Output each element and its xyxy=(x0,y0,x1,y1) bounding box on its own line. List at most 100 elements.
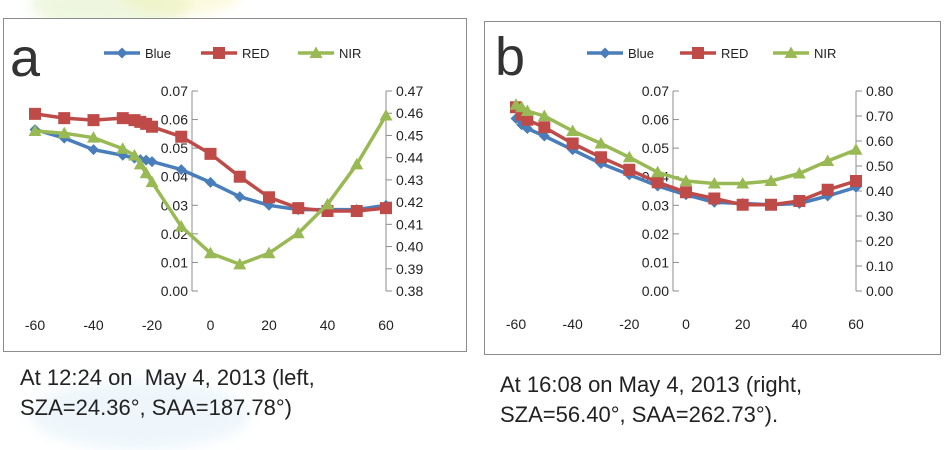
right-y-tick-label: 0.41 xyxy=(396,216,423,232)
legend-marker-blue xyxy=(599,47,611,59)
data-point-blue xyxy=(175,164,187,176)
data-point-nir xyxy=(28,124,42,136)
data-point-nir xyxy=(736,177,750,189)
data-point-nir xyxy=(821,154,835,166)
x-tick-label: -20 xyxy=(619,316,639,332)
chart-panel-a: a 0.00 0.01 0.02 0.03 0.04 0.05 0.06 0.07 0.38 0.… xyxy=(3,18,467,352)
data-point-red xyxy=(821,183,834,196)
data-point-nir xyxy=(566,124,580,136)
data-point-blue xyxy=(205,176,216,188)
x-tick-label: 60 xyxy=(848,316,864,332)
data-point-red xyxy=(29,107,41,120)
series-line-nir xyxy=(34,114,388,267)
right-y-tick-label: 0.45 xyxy=(396,127,423,143)
left-y-tick-label: 0.00 xyxy=(161,283,188,299)
data-point-red xyxy=(538,121,551,134)
x-tick-label: -60 xyxy=(25,317,45,333)
chart-panel-b: b 0.000.010.020.030.040.050.060.070.000.… xyxy=(484,21,941,355)
background-decoration xyxy=(120,0,240,15)
data-point-red xyxy=(793,195,806,207)
data-point-nir xyxy=(204,246,217,259)
series-red xyxy=(29,107,392,217)
data-point-red xyxy=(566,137,579,150)
data-point-nir xyxy=(679,174,693,186)
data-point-nir xyxy=(233,257,247,270)
data-point-nir xyxy=(651,165,665,178)
data-point-nir xyxy=(707,177,721,189)
data-point-red xyxy=(765,198,777,211)
data-point-red xyxy=(708,192,721,205)
data-point-nir xyxy=(520,104,534,116)
data-point-red xyxy=(595,151,607,164)
x-tick-label: -20 xyxy=(142,317,162,333)
data-point-red xyxy=(263,191,275,204)
data-point-red xyxy=(521,113,534,126)
right-y-tick-label: 0.60 xyxy=(866,133,893,149)
data-point-nir xyxy=(537,109,551,121)
data-point-nir xyxy=(764,174,778,186)
data-point-nir xyxy=(174,220,188,232)
data-point-nir xyxy=(139,166,153,179)
right-y-tick-label: 0.20 xyxy=(866,233,893,249)
left-y-tick-label: 0.03 xyxy=(642,197,669,213)
data-point-nir xyxy=(127,148,141,161)
data-point-nir xyxy=(145,175,159,188)
data-point-red xyxy=(204,147,217,160)
series-nir xyxy=(509,98,863,189)
left-y-tick-label: 0.01 xyxy=(642,254,669,270)
right-y-tick-label: 0.39 xyxy=(396,261,423,277)
legend-item-blue: Blue xyxy=(104,46,171,61)
series-red xyxy=(510,101,862,211)
chart-a: 0.000.010.020.030.040.050.060.070.380.39… xyxy=(25,46,424,333)
legend-item-red: RED xyxy=(201,46,269,61)
right-y-tick-label: 0.43 xyxy=(396,172,423,188)
data-point-red xyxy=(292,202,305,215)
chart-b: 0.000.010.020.030.040.050.060.070.000.10… xyxy=(506,46,894,332)
data-point-red xyxy=(623,163,636,176)
legend-label-red: RED xyxy=(721,46,748,61)
right-y-tick-label: 0.30 xyxy=(866,208,893,224)
legend-item-nir: NIR xyxy=(773,46,836,61)
x-tick-label: 0 xyxy=(682,316,690,332)
right-y-tick-label: 0.40 xyxy=(396,239,423,255)
data-point-red xyxy=(116,112,129,125)
data-point-nir xyxy=(379,108,393,121)
data-point-red xyxy=(175,130,188,143)
data-point-blue xyxy=(88,144,99,156)
data-point-nir xyxy=(262,246,276,259)
panel-label-a: a xyxy=(10,28,41,88)
right-y-tick-label: 0.46 xyxy=(396,105,423,121)
right-y-tick-label: 0.42 xyxy=(396,194,423,210)
legend-marker-red xyxy=(213,47,225,59)
legend-item-blue: Blue xyxy=(587,46,654,61)
series-nir xyxy=(28,108,393,270)
data-point-red xyxy=(380,202,392,215)
data-point-nir xyxy=(291,226,305,239)
legend-marker-red xyxy=(692,47,704,59)
data-point-red xyxy=(146,120,158,133)
data-point-blue xyxy=(234,191,246,203)
x-tick-label: -60 xyxy=(506,316,526,332)
right-y-tick-label: 0.80 xyxy=(866,83,893,99)
data-point-red xyxy=(680,186,692,199)
right-y-tick-label: 0.10 xyxy=(866,258,893,274)
left-y-tick-label: 0.02 xyxy=(642,226,669,242)
x-tick-label: 40 xyxy=(320,317,336,333)
legend-label-blue: Blue xyxy=(628,46,654,61)
x-tick-label: 0 xyxy=(207,317,215,333)
data-point-red xyxy=(651,176,664,189)
x-tick-label: 40 xyxy=(792,316,808,332)
legend-label-nir: NIR xyxy=(339,46,361,61)
legend-label-blue: Blue xyxy=(145,46,171,61)
data-point-red xyxy=(850,175,862,187)
series-line-red xyxy=(34,112,387,213)
legend-label-nir: NIR xyxy=(814,46,836,61)
legend-marker-nir xyxy=(309,46,323,58)
right-y-tick-label: 0.44 xyxy=(396,150,423,166)
data-point-nir xyxy=(350,157,364,170)
left-y-tick-label: 0.07 xyxy=(642,83,669,99)
right-y-tick-label: 0.50 xyxy=(866,158,893,174)
data-point-nir xyxy=(792,167,806,179)
data-point-red xyxy=(350,205,363,217)
legend-marker-blue xyxy=(116,47,128,59)
